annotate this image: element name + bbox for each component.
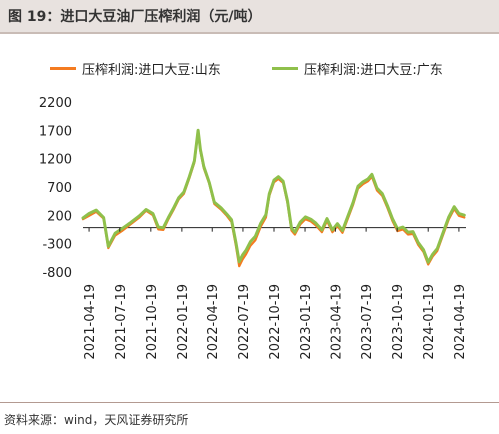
legend-label-guangdong: 压榨利润:进口大豆:广东 — [304, 63, 443, 78]
x-tick-label: 2023-04-19 — [329, 284, 344, 360]
figure-title: 图 19：进口大豆油厂压榨利润（元/吨） — [8, 9, 262, 25]
x-tick-label: 2022-04-19 — [206, 284, 221, 360]
figure-header: 图 19：进口大豆油厂压榨利润（元/吨） — [0, 0, 499, 32]
y-tick-label: 200 — [47, 209, 72, 224]
legend-label-shandong: 压榨利润:进口大豆:山东 — [82, 63, 221, 78]
x-tick-label: 2021-10-19 — [145, 284, 160, 360]
x-tick-label: 2024-04-19 — [453, 284, 468, 360]
legend-swatch-shandong — [50, 67, 76, 70]
series-line-guangdong — [81, 128, 466, 264]
x-tick-label: 2023-01-19 — [299, 284, 314, 360]
y-tick-label: -800 — [42, 266, 72, 281]
source-note: 资料来源：wind，天风证券研究所 — [4, 413, 189, 427]
x-tick-label: 2023-10-19 — [391, 284, 406, 360]
y-tick-label: -300 — [42, 238, 72, 253]
line-chart: 2200 1700 1200 700 200 -300 -800 2021-04-19 2021… — [39, 96, 468, 360]
x-tick-label: 2022-07-19 — [237, 284, 252, 360]
x-tick-label: 2021-04-19 — [83, 284, 98, 360]
x-tick-label: 2023-07-19 — [360, 284, 375, 360]
x-tick-label: 2024-01-19 — [422, 284, 437, 360]
legend-swatch-guangdong — [272, 67, 298, 70]
series-line-shandong — [81, 130, 466, 268]
header-divider — [0, 32, 499, 34]
source-divider — [0, 402, 499, 403]
y-tick-label: 1700 — [39, 124, 72, 139]
x-tick-label: 2022-01-19 — [176, 284, 191, 360]
y-tick-label: 2200 — [39, 96, 72, 111]
x-tick-label: 2022-10-19 — [268, 284, 283, 360]
y-tick-label: 700 — [47, 181, 72, 196]
x-tick-label: 2021-07-19 — [114, 284, 129, 360]
y-tick-label: 1200 — [39, 153, 72, 168]
